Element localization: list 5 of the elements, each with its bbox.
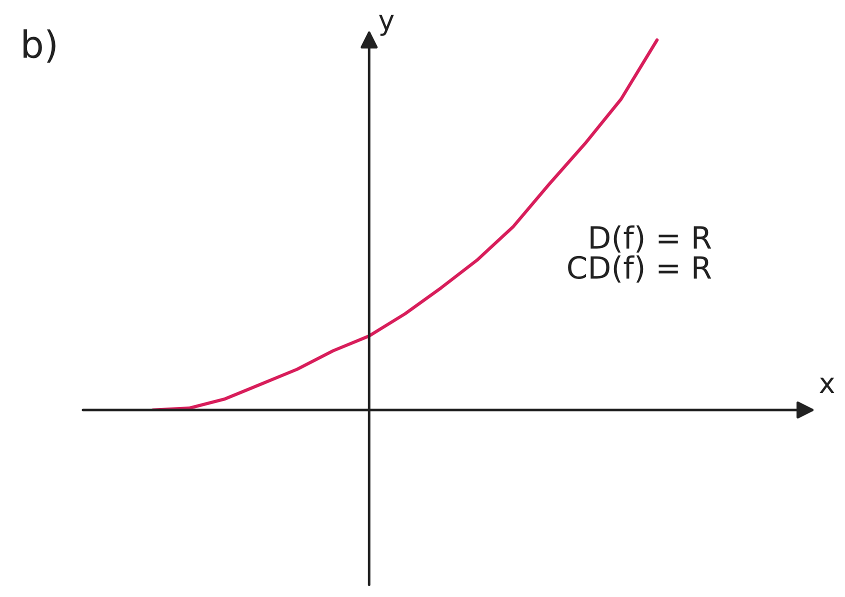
text: x [820,378,834,393]
annotation: CD(f) = R [568,255,712,283]
annotation: D(f) = R [590,225,712,253]
y-axis-title: y [379,14,394,36]
chart-title: b) [24,29,56,63]
